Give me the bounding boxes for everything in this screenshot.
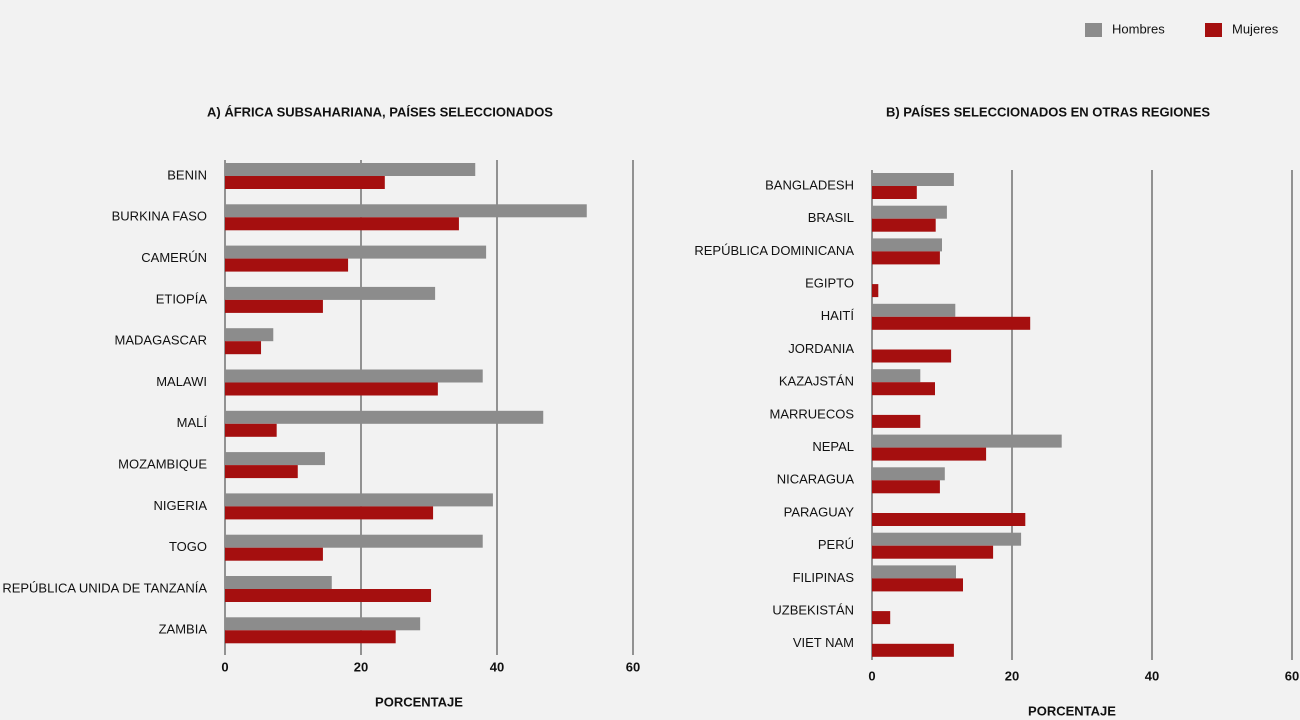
chart-title: A) ÁFRICA SUBSAHARIANA, PAÍSES SELECCION… <box>207 104 553 119</box>
chart-title: B) PAÍSES SELECCIONADOS EN OTRAS REGIONE… <box>886 104 1210 119</box>
y-tick-label: NICARAGUA <box>777 472 855 487</box>
x-tick-label: 20 <box>354 659 368 674</box>
bar <box>225 369 483 383</box>
y-tick-label: NEPAL <box>812 439 854 454</box>
y-tick-label: ZAMBIA <box>159 622 208 637</box>
bar <box>225 382 438 396</box>
bar <box>872 218 936 232</box>
bar <box>872 186 917 199</box>
bar <box>872 173 954 186</box>
bar <box>872 532 1022 546</box>
bar <box>225 465 298 479</box>
y-tick-label: HAITÍ <box>821 308 855 323</box>
bar <box>225 493 493 507</box>
bar <box>225 204 587 218</box>
bar <box>225 163 476 176</box>
y-tick-label: TOGO <box>169 539 207 554</box>
bar <box>872 545 994 559</box>
y-tick-label: NIGERIA <box>154 498 208 513</box>
bar <box>872 414 921 428</box>
y-tick-label: MOZAMBIQUE <box>118 457 207 472</box>
bar <box>225 410 544 424</box>
y-tick-label: BRASIL <box>808 210 854 225</box>
bar <box>225 452 325 466</box>
bar <box>872 316 1031 330</box>
bar <box>225 534 483 548</box>
x-tick-label: 60 <box>1285 668 1299 683</box>
bar <box>225 217 459 231</box>
y-tick-label: MALÍ <box>177 415 208 430</box>
bar <box>872 513 1026 526</box>
bar <box>872 284 879 298</box>
y-tick-label: PERÚ <box>818 537 854 552</box>
bar <box>872 447 987 461</box>
bar <box>225 423 277 437</box>
y-tick-label: BURKINA FASO <box>112 209 207 224</box>
y-tick-label: REPÚBLICA DOMINICANA <box>694 243 854 258</box>
bar <box>872 611 891 625</box>
bar <box>872 369 921 383</box>
bar <box>225 589 432 602</box>
bar <box>872 205 947 219</box>
x-axis-label: PORCENTAJE <box>1028 703 1116 718</box>
y-tick-label: REPÚBLICA UNIDA DE TANZANÍA <box>2 580 207 595</box>
bar <box>225 245 487 259</box>
bar <box>872 349 952 363</box>
bar <box>872 480 940 494</box>
bar <box>225 176 385 189</box>
y-tick-label: PARAGUAY <box>784 504 855 519</box>
y-tick-label: UZBEKISTÁN <box>772 603 854 618</box>
x-tick-label: 0 <box>868 668 875 683</box>
bar <box>225 630 396 644</box>
legend-swatch <box>1205 23 1222 37</box>
bar <box>872 467 945 481</box>
y-tick-label: BENIN <box>167 167 207 182</box>
y-tick-label: MARRUECOS <box>769 406 854 421</box>
bar <box>225 547 323 561</box>
y-tick-label: BANGLADESH <box>765 177 854 192</box>
x-tick-label: 60 <box>626 659 640 674</box>
bar <box>872 303 956 317</box>
legend-label: Mujeres <box>1232 21 1279 36</box>
bar <box>225 617 421 631</box>
bar <box>872 434 1062 448</box>
x-axis-label: PORCENTAJE <box>375 694 463 709</box>
y-tick-label: EGIPTO <box>805 276 854 291</box>
bar <box>225 341 262 355</box>
x-tick-label: 0 <box>221 659 228 674</box>
y-tick-label: ETIOPÍA <box>156 291 208 306</box>
x-tick-label: 40 <box>490 659 504 674</box>
y-tick-label: MALAWI <box>156 374 207 389</box>
y-tick-label: CAMERÚN <box>141 250 207 265</box>
bar <box>225 576 332 589</box>
bar <box>872 578 963 592</box>
x-tick-label: 20 <box>1005 668 1019 683</box>
legend-swatch <box>1085 23 1102 37</box>
bar <box>225 506 434 520</box>
bar <box>225 286 436 300</box>
y-tick-label: VIET NAM <box>793 635 854 650</box>
bar <box>872 565 956 579</box>
y-tick-label: MADAGASCAR <box>115 333 207 348</box>
bar <box>225 258 349 272</box>
bar <box>225 299 323 313</box>
y-tick-label: KAZAJSTÁN <box>779 374 854 389</box>
legend-label: Hombres <box>1112 21 1165 36</box>
x-tick-label: 40 <box>1145 668 1159 683</box>
bar <box>225 328 274 342</box>
bar <box>872 251 940 265</box>
bar <box>872 382 935 396</box>
bar <box>872 643 954 657</box>
y-tick-label: JORDANIA <box>788 341 854 356</box>
bar <box>872 238 942 252</box>
y-tick-label: FILIPINAS <box>793 570 855 585</box>
